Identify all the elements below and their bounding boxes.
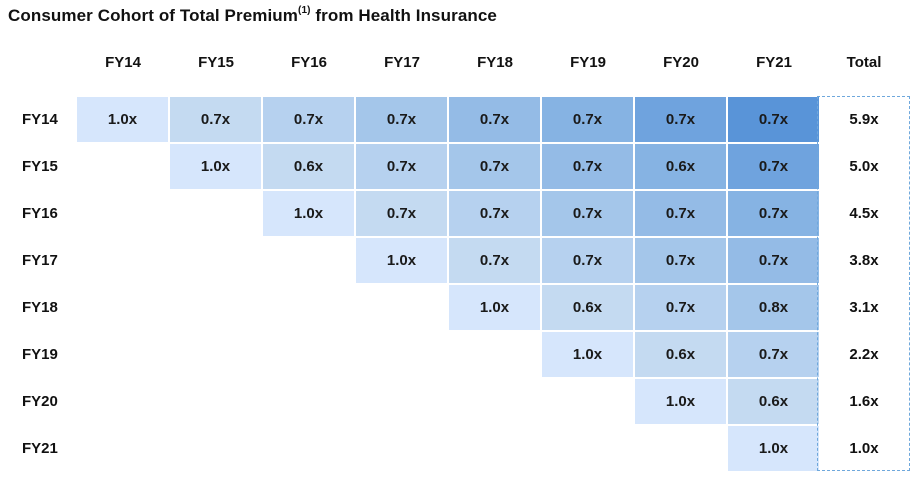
heatmap-cell: 0.7x <box>356 191 447 236</box>
heatmap-cell: 0.7x <box>635 97 726 142</box>
column-header-fy16: FY16 <box>291 54 327 71</box>
heatmap-cell: 0.7x <box>635 285 726 330</box>
heatmap-cell: 1.0x <box>263 191 354 236</box>
heatmap-cell: 0.6x <box>263 144 354 189</box>
row-total: 1.0x <box>849 440 879 457</box>
column-header-fy19: FY19 <box>570 54 606 71</box>
heatmap-cell: 0.7x <box>356 144 447 189</box>
heatmap-cell: 0.7x <box>728 191 819 236</box>
chart-title-footnote-marker: (1) <box>298 5 311 17</box>
column-header-fy14: FY14 <box>105 54 141 71</box>
row-label-fy17: FY17 <box>22 252 58 269</box>
row-label-fy18: FY18 <box>22 299 58 316</box>
heatmap-cell: 0.7x <box>449 97 540 142</box>
chart-title-suffix: from Health Insurance <box>315 6 497 25</box>
heatmap-cell: 0.7x <box>542 191 633 236</box>
chart-title-main: Consumer Cohort of Total Premium <box>8 6 299 25</box>
heatmap-cell: 0.6x <box>635 144 726 189</box>
row-total: 5.9x <box>849 111 879 128</box>
total-column-outline <box>817 96 910 471</box>
heatmap-cell: 1.0x <box>170 144 261 189</box>
heatmap-cell: 0.6x <box>542 285 633 330</box>
heatmap-cell: 0.7x <box>635 191 726 236</box>
row-label-fy14: FY14 <box>22 111 58 128</box>
row-label-fy19: FY19 <box>22 346 58 363</box>
heatmap-cell: 1.0x <box>356 238 447 283</box>
row-label-fy20: FY20 <box>22 393 58 410</box>
heatmap-cell: 0.7x <box>449 238 540 283</box>
heatmap-cell: 1.0x <box>77 97 168 142</box>
row-total: 3.1x <box>849 299 879 316</box>
row-total: 5.0x <box>849 158 879 175</box>
column-header-total: Total <box>846 54 882 71</box>
heatmap-cell: 0.7x <box>728 144 819 189</box>
heatmap-cell: 1.0x <box>542 332 633 377</box>
heatmap-cell: 0.7x <box>728 332 819 377</box>
column-header-fy18: FY18 <box>477 54 513 71</box>
heatmap-cell: 0.7x <box>542 238 633 283</box>
heatmap-cell: 0.6x <box>728 379 819 424</box>
chart-title: Consumer Cohort of Total Premium(1) from… <box>8 5 497 26</box>
column-header-fy15: FY15 <box>198 54 234 71</box>
heatmap-cell: 0.7x <box>170 97 261 142</box>
heatmap-cell: 0.8x <box>728 285 819 330</box>
heatmap-cell: 0.7x <box>542 97 633 142</box>
row-total: 4.5x <box>849 205 879 222</box>
row-label-fy16: FY16 <box>22 205 58 222</box>
row-total: 1.6x <box>849 393 879 410</box>
row-total: 3.8x <box>849 252 879 269</box>
heatmap-cell: 0.7x <box>728 238 819 283</box>
row-label-fy21: FY21 <box>22 440 58 457</box>
heatmap-cell: 0.7x <box>542 144 633 189</box>
column-header-fy21: FY21 <box>756 54 792 71</box>
column-header-fy20: FY20 <box>663 54 699 71</box>
heatmap-cell: 0.7x <box>449 191 540 236</box>
heatmap-cell: 0.6x <box>635 332 726 377</box>
row-label-fy15: FY15 <box>22 158 58 175</box>
heatmap-cell: 0.7x <box>635 238 726 283</box>
heatmap-cell: 1.0x <box>635 379 726 424</box>
heatmap-cell: 1.0x <box>449 285 540 330</box>
row-total: 2.2x <box>849 346 879 363</box>
column-header-fy17: FY17 <box>384 54 420 71</box>
heatmap-cell: 0.7x <box>728 97 819 142</box>
heatmap-cell: 0.7x <box>449 144 540 189</box>
heatmap-cell: 1.0x <box>728 426 819 471</box>
heatmap-cell: 0.7x <box>356 97 447 142</box>
heatmap-cell: 0.7x <box>263 97 354 142</box>
